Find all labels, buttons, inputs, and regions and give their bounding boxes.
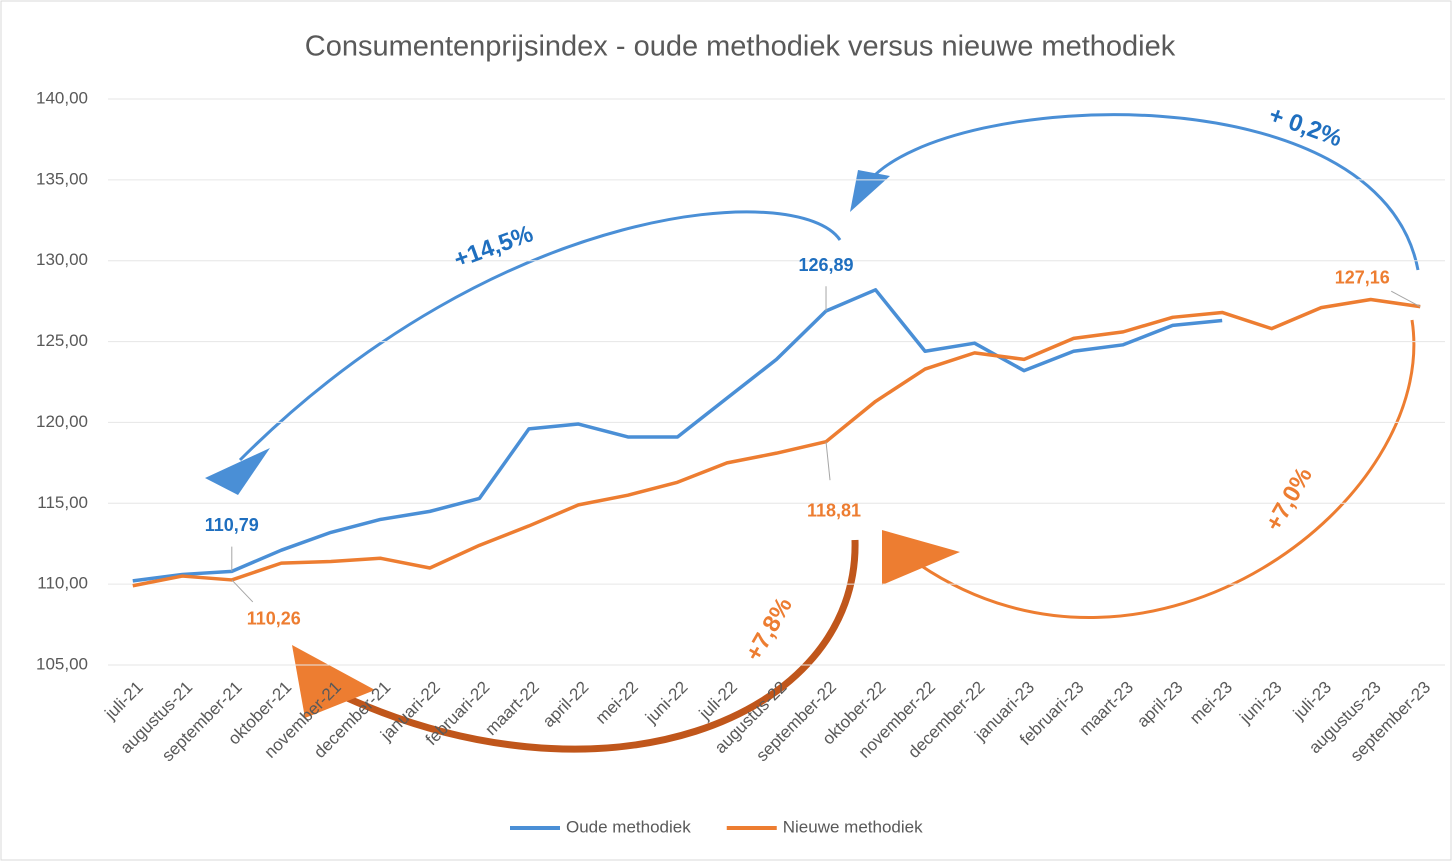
- y-tick-label: 110,00: [37, 574, 88, 593]
- y-tick-label: 105,00: [36, 654, 88, 673]
- leader-line: [825, 441, 831, 481]
- data-label: 110,79: [205, 515, 259, 535]
- y-tick-label: 130,00: [36, 250, 88, 269]
- y-tick-label: 135,00: [36, 169, 88, 188]
- chart-title: Consumentenprijsindex - oude methodiek v…: [305, 31, 1176, 63]
- data-label: 127,16: [1335, 267, 1390, 287]
- y-tick-label: 115,00: [37, 493, 88, 512]
- arrows: [205, 113, 1420, 753]
- y-tick-label: 140,00: [36, 88, 88, 107]
- arrow: [328, 539, 859, 753]
- y-tick-label: 120,00: [36, 412, 88, 431]
- data-label: 110,26: [247, 609, 301, 629]
- legend-label: Oude methodiek: [566, 817, 691, 836]
- arrow: [919, 319, 1416, 620]
- line-series: [132, 297, 1421, 588]
- data-label: 126,89: [798, 255, 853, 275]
- y-tick-label: 125,00: [36, 331, 88, 350]
- arrow-head: [205, 448, 270, 495]
- arrow-head: [850, 170, 890, 212]
- leader-line: [231, 579, 254, 603]
- arrow-head: [292, 645, 375, 718]
- arrow: [868, 113, 1420, 271]
- data-label: 118,81: [807, 500, 861, 520]
- line-series: [132, 288, 1223, 583]
- arrow-head: [882, 530, 960, 585]
- arrow: [238, 210, 842, 462]
- legend-label: Nieuwe methodiek: [783, 817, 923, 836]
- leader-line: [1391, 290, 1421, 308]
